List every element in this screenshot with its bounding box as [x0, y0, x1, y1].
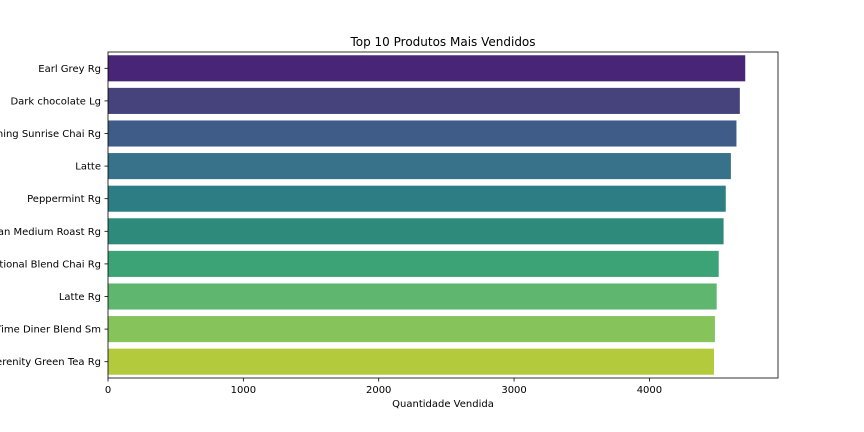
bar [108, 185, 726, 212]
plot-frame [107, 51, 779, 379]
category-label: Peppermint Rg [27, 194, 101, 205]
bar [108, 348, 714, 375]
x-tick-label: 0 [105, 385, 111, 396]
bar [108, 218, 724, 245]
category-labels-group: Earl Grey Rg Dark chocolate Lg Morning Sun… [0, 64, 108, 368]
bars-group [108, 55, 746, 375]
x-tick-label: 4000 [637, 385, 662, 396]
x-axis-ticks-group: 0 1000 2000 3000 4000 [105, 378, 662, 396]
category-label: Dark chocolate Lg [10, 96, 101, 107]
category-label: Morning Sunrise Chai Rg [0, 129, 101, 140]
category-label: Earl Grey Rg [38, 64, 101, 75]
bar [108, 283, 717, 310]
x-tick-label: 3000 [501, 385, 526, 396]
category-label: Traditional Blend Chai Rg [0, 259, 101, 270]
category-label: Our Old Time Diner Blend Sm [0, 325, 101, 336]
category-label: Serenity Green Tea Rg [0, 357, 101, 368]
category-label: Columbian Medium Roast Rg [0, 227, 101, 238]
bar [108, 120, 737, 147]
x-tick-label: 2000 [366, 385, 391, 396]
bar [108, 153, 731, 180]
bar [108, 316, 715, 343]
category-label: Latte Rg [59, 292, 101, 303]
chart-title: Top 10 Produtos Mais Vendidos [349, 35, 535, 49]
bar [108, 250, 719, 277]
x-tick-label: 1000 [231, 385, 256, 396]
x-axis-title: Quantidade Vendida [392, 399, 494, 410]
bar [108, 87, 740, 114]
bar [108, 55, 746, 82]
category-label: Latte [75, 162, 101, 173]
